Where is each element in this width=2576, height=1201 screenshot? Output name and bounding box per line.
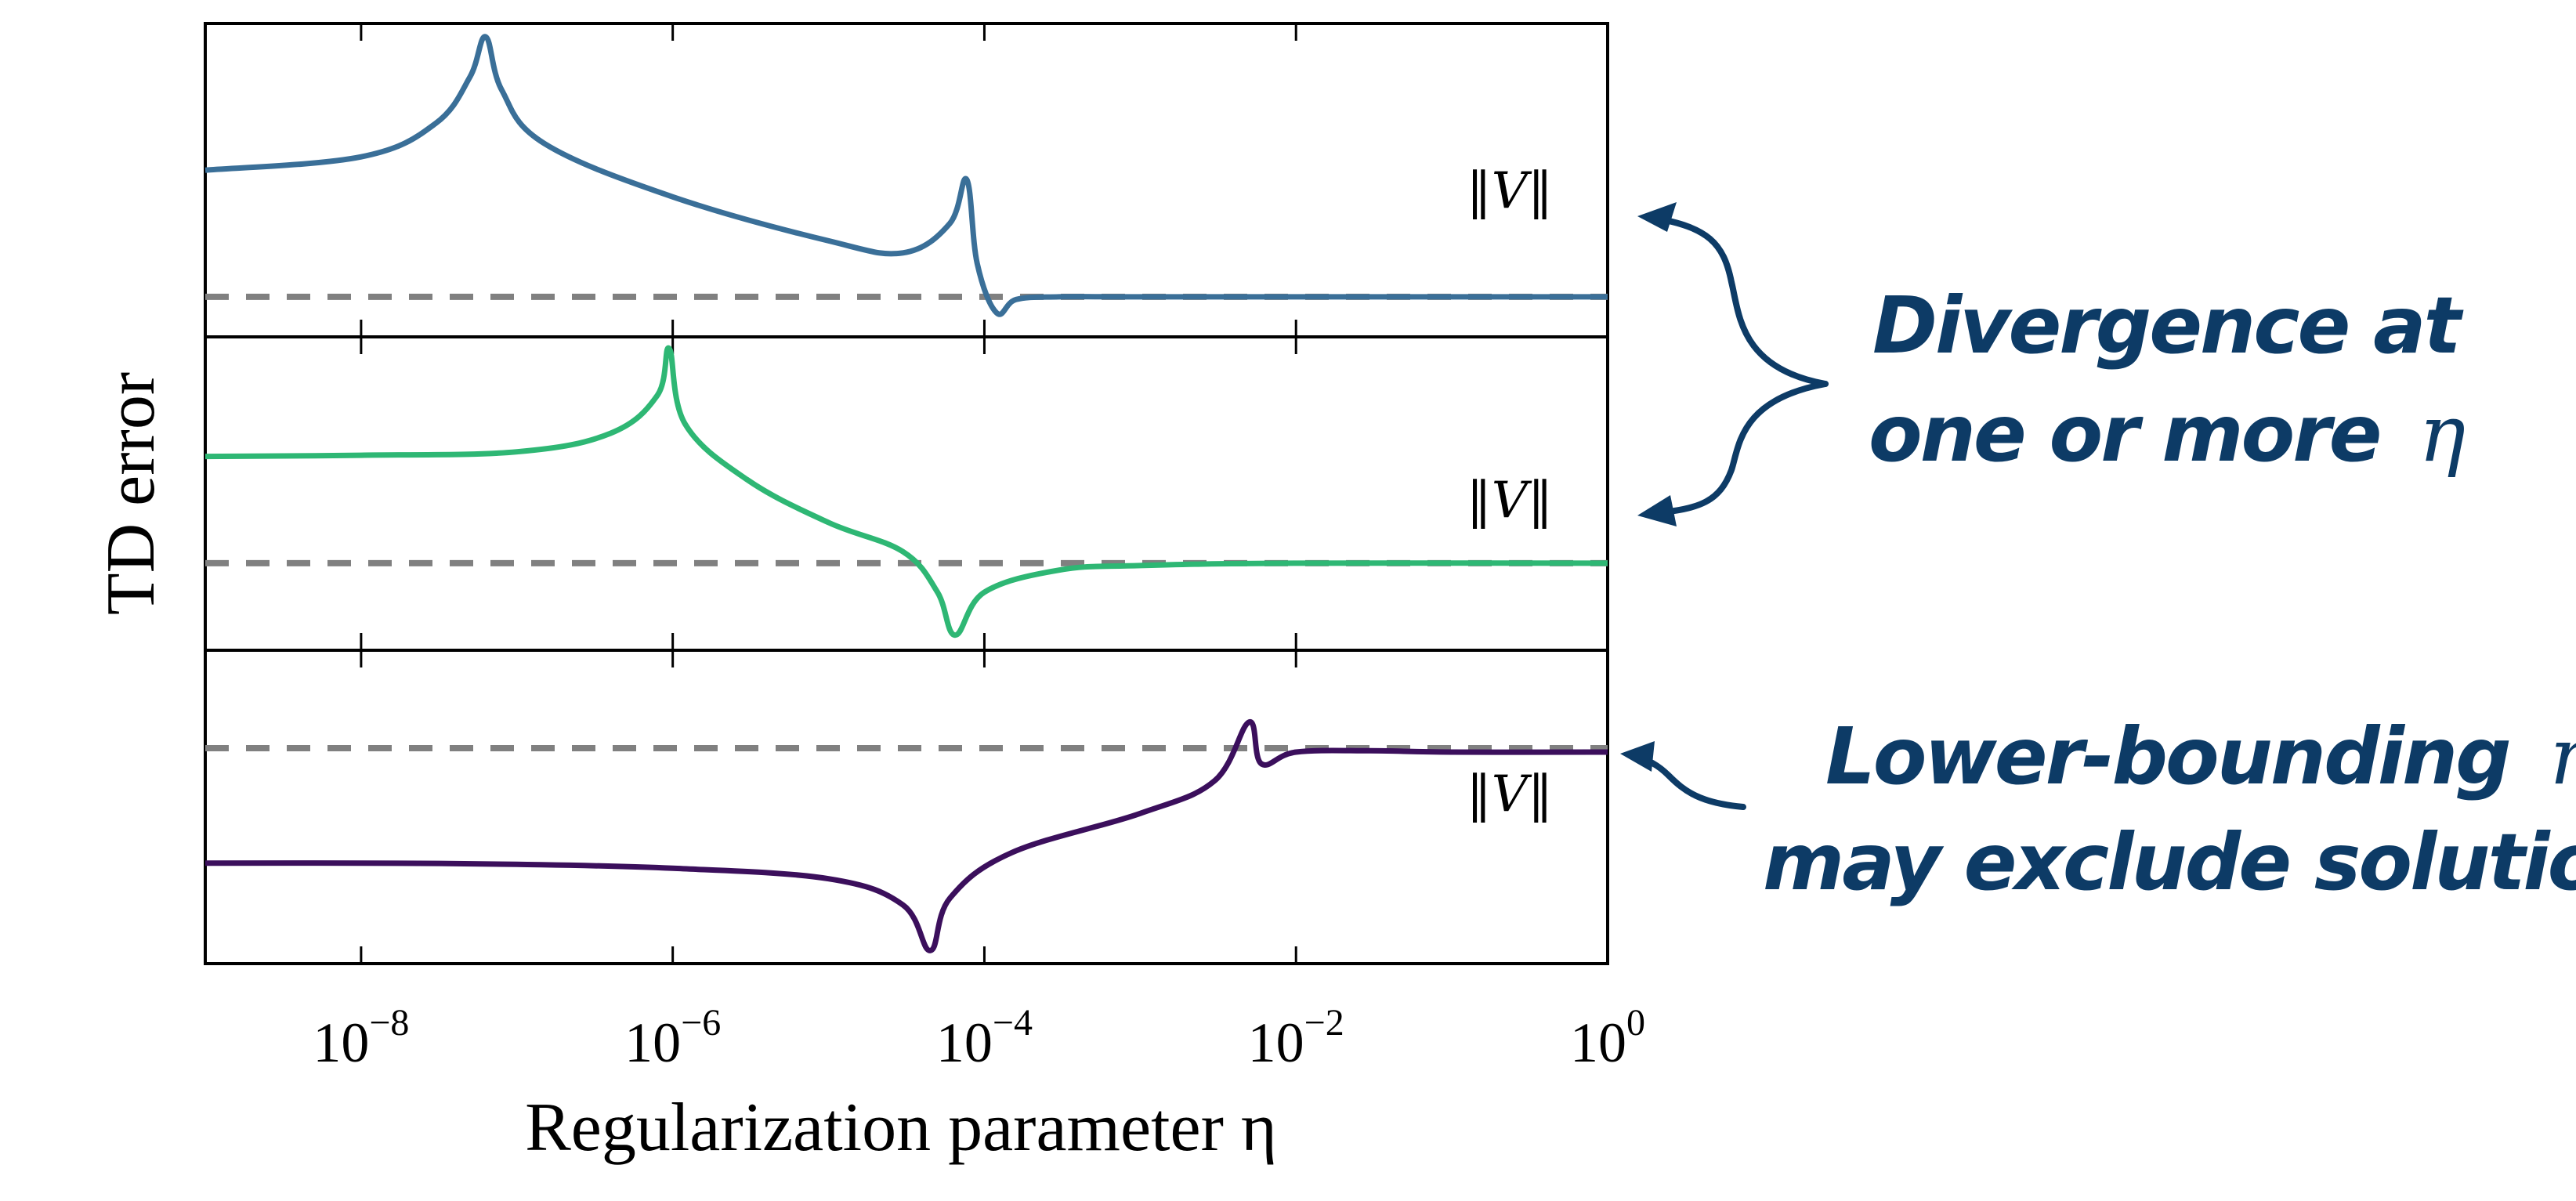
annotation-divergence-eta: η <box>2419 388 2465 479</box>
chart-panels: ‖V‖ ‖V‖ ‖V‖ <box>204 22 1609 965</box>
panel-2-series-line <box>204 345 1608 638</box>
panel-3-frame <box>204 649 1609 965</box>
x-tick-label-0: 10−8 <box>313 1002 409 1074</box>
panel-1-series-line <box>204 34 1608 317</box>
brace-arrow-lower <box>1650 381 1829 516</box>
annotation-divergence-line2: one or more η <box>1869 388 2465 479</box>
annotation-lower-line2: may exclude solutions <box>1763 816 2576 908</box>
annotation-lower-line1-text: Lower-bounding <box>1825 711 2509 802</box>
annotation-divergence-line1: Divergence at <box>1872 280 2464 371</box>
annotation-divergence: Divergence at one or more η <box>1637 202 2467 526</box>
panel-1: ‖V‖ <box>204 22 1609 338</box>
x-tick-label-2: 10−4 <box>936 1002 1033 1074</box>
annotation-lower-eta: η <box>2549 711 2576 802</box>
annotation-lower-bounding: Lower-bounding η may exclude solutions <box>1620 711 2576 908</box>
panel-3-norm-label: ‖V‖ <box>1467 765 1553 823</box>
panel-2-norm-label: ‖V‖ <box>1467 472 1553 530</box>
x-tick-label-3: 10−2 <box>1248 1002 1344 1074</box>
x-axis-label: Regularization parameter η <box>525 1090 1277 1166</box>
x-tick-label-1: 10−6 <box>624 1002 721 1074</box>
x-tick-label-4: 100 <box>1570 1002 1645 1074</box>
panel-2-frame <box>204 335 1609 652</box>
y-axis-label: TD error <box>93 372 169 615</box>
x-tick-labels: 10−8 10−6 10−4 10−2 100 <box>313 1002 1645 1074</box>
panel-1-norm-label: ‖V‖ <box>1467 162 1553 220</box>
panel-2: ‖V‖ <box>204 335 1609 652</box>
annotation-lower-line1: Lower-bounding η <box>1825 711 2576 802</box>
arrow-lower-bound-head <box>1620 741 1655 772</box>
panel-3-series-line <box>204 719 1608 953</box>
annotation-divergence-line2-text: one or more <box>1869 388 2380 479</box>
brace-arrow-upper-head <box>1637 202 1677 232</box>
panel-3: ‖V‖ <box>204 649 1609 965</box>
panel-1-frame <box>204 22 1609 338</box>
brace-arrow-lower-head <box>1637 495 1677 526</box>
brace-arrow-upper <box>1650 215 1829 387</box>
